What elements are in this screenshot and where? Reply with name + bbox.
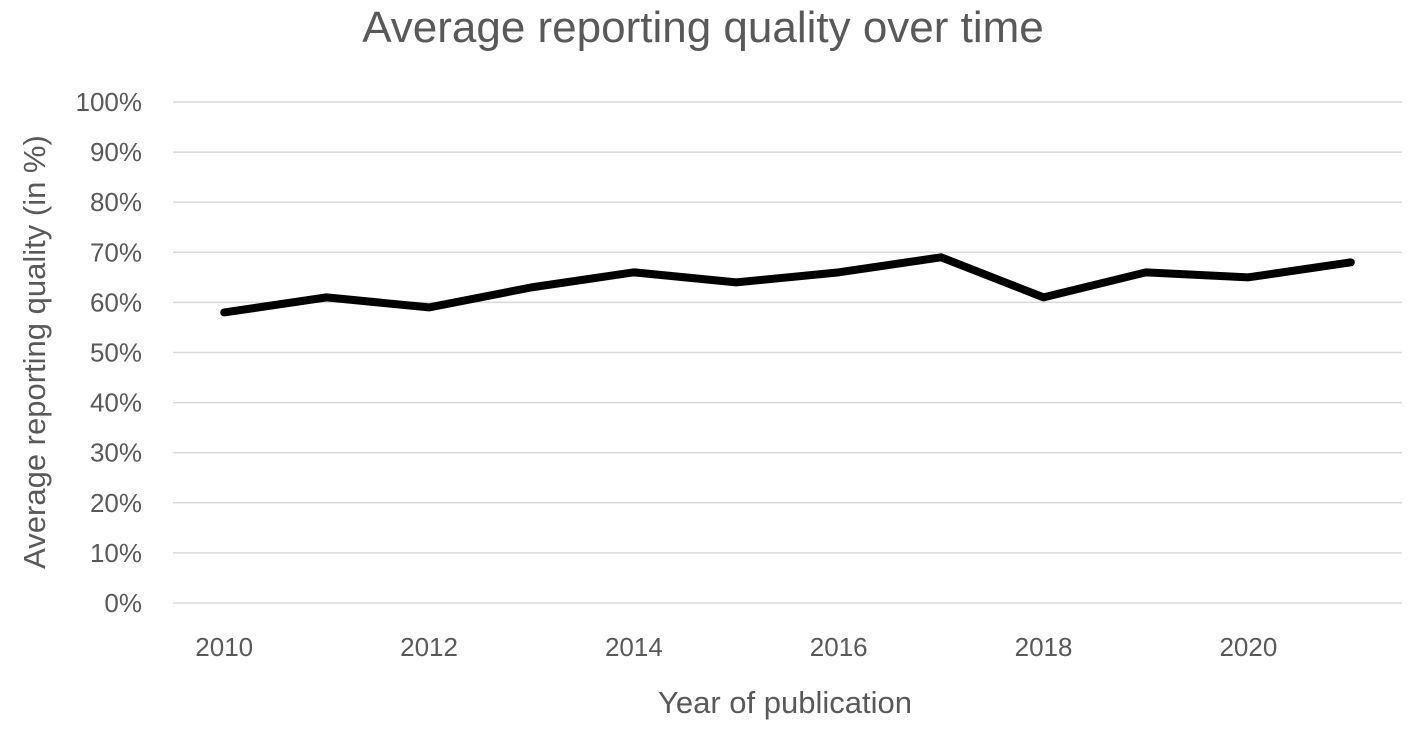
- y-tick-label: 10%: [90, 538, 142, 568]
- x-axis-label: Year of publication: [658, 685, 912, 720]
- y-axis-ticks: 0% 10% 20% 30% 40% 50% 60% 70% 80% 90% 100%: [76, 87, 143, 618]
- y-tick-label: 40%: [90, 388, 142, 418]
- x-tick-label: 2014: [605, 632, 663, 662]
- data-point: [1145, 271, 1147, 273]
- chart-title: Average reporting quality over time: [362, 3, 1044, 52]
- y-tick-label: 90%: [90, 137, 142, 167]
- y-tick-label: 0%: [104, 588, 142, 618]
- x-tick-label: 2018: [1015, 632, 1073, 662]
- data-point: [1247, 276, 1249, 278]
- data-point: [326, 296, 328, 298]
- y-tick-label: 50%: [90, 338, 142, 368]
- y-tick-label: 20%: [90, 488, 142, 518]
- data-point: [633, 271, 635, 273]
- x-tick-label: 2012: [400, 632, 458, 662]
- data-point: [940, 256, 942, 258]
- y-tick-label: 70%: [90, 237, 142, 267]
- data-point: [530, 286, 532, 288]
- series-line-0: [220, 253, 1355, 317]
- series-layer: [220, 253, 1355, 317]
- data-point: [838, 271, 840, 273]
- data-point: [223, 311, 225, 313]
- y-tick-label: 80%: [90, 187, 142, 217]
- x-tick-label: 2020: [1219, 632, 1277, 662]
- y-axis-label: Average reporting quality (in %): [17, 135, 52, 569]
- data-point: [428, 306, 430, 308]
- y-tick-label: 60%: [90, 287, 142, 317]
- data-point: [1350, 261, 1352, 263]
- y-tick-label: 100%: [76, 87, 143, 117]
- x-tick-label: 2010: [195, 632, 253, 662]
- gridlines: [173, 101, 1402, 604]
- data-point: [1043, 296, 1045, 298]
- data-point: [735, 281, 737, 283]
- y-tick-label: 30%: [90, 438, 142, 468]
- x-axis-ticks: 2010 2012 2014 2016 2018 2020: [195, 632, 1277, 662]
- x-tick-label: 2016: [810, 632, 868, 662]
